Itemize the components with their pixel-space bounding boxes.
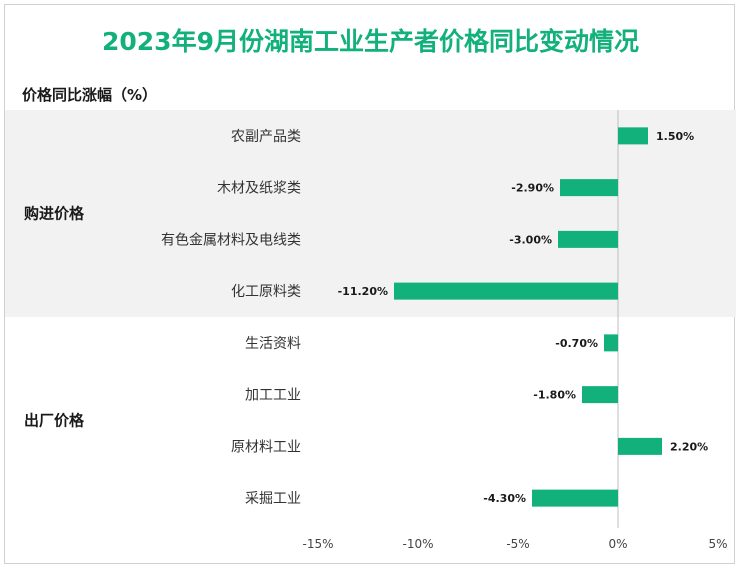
data-label: -3.00% (509, 233, 552, 246)
x-tick-label: -5% (506, 537, 529, 551)
bar (532, 489, 618, 507)
group-label-0: 购进价格 (24, 205, 85, 223)
y-axis-label: 价格同比涨幅（%） (22, 86, 158, 104)
x-tick-label: -15% (302, 537, 333, 551)
bar (618, 437, 662, 455)
x-tick-label: 0% (608, 537, 627, 551)
category-label: 有色金属材料及电线类 (161, 231, 301, 248)
bar (394, 282, 618, 300)
bar (560, 179, 618, 197)
category-label: 原材料工业 (231, 439, 301, 455)
category-label: 采掘工业 (245, 491, 301, 507)
category-label: 农副产品类 (231, 129, 301, 145)
bar (558, 230, 618, 248)
data-label: -11.20% (338, 285, 388, 298)
bar (604, 334, 618, 352)
category-label: 生活资料 (245, 336, 301, 352)
group-band-0 (5, 110, 736, 317)
x-tick-label: 5% (708, 537, 727, 551)
data-label: -2.90% (511, 182, 554, 195)
data-label: 1.50% (656, 130, 694, 143)
x-tick-label: -10% (402, 537, 433, 551)
chart-title: 2023年9月份湖南工业生产者价格同比变动情况 (102, 27, 639, 56)
bar (618, 127, 648, 145)
category-label: 木材及纸浆类 (217, 181, 301, 197)
category-label: 加工工业 (245, 388, 301, 404)
data-label: -1.80% (533, 389, 576, 402)
data-label: 2.20% (670, 440, 708, 453)
category-label: 化工原料类 (231, 284, 301, 300)
data-label: -0.70% (555, 337, 598, 350)
bar (582, 386, 618, 404)
group-label-1: 出厂价格 (24, 412, 85, 430)
data-label: -4.30% (483, 492, 526, 505)
